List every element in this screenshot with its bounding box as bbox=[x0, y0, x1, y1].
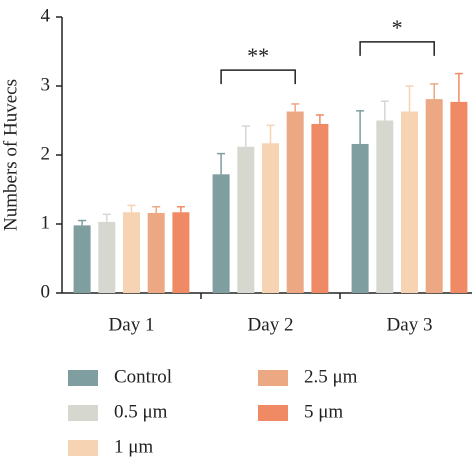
bar bbox=[425, 99, 443, 293]
legend-swatch bbox=[68, 440, 98, 456]
x-tick-label: Day 1 bbox=[109, 314, 155, 335]
legend-label: 5 μm bbox=[304, 401, 343, 422]
bar bbox=[172, 212, 190, 293]
significance-bracket bbox=[220, 69, 296, 85]
significance-label: * bbox=[392, 15, 403, 40]
bar bbox=[73, 225, 91, 293]
y-tick-label: 4 bbox=[41, 5, 51, 26]
bar bbox=[147, 212, 165, 293]
bar bbox=[311, 123, 329, 293]
x-tick-label: Day 3 bbox=[387, 314, 433, 335]
y-tick-label: 1 bbox=[41, 212, 51, 233]
bar bbox=[212, 174, 230, 293]
bar bbox=[237, 146, 255, 293]
y-axis-label: Numbers of Huvecs bbox=[0, 79, 21, 231]
legend-label: 2.5 μm bbox=[304, 366, 358, 387]
bar bbox=[262, 143, 279, 293]
bar bbox=[450, 101, 468, 294]
legend-label: 1 μm bbox=[114, 436, 153, 457]
legend-swatch bbox=[68, 370, 98, 386]
legend-swatch bbox=[68, 405, 98, 421]
y-tick-label: 3 bbox=[41, 74, 51, 95]
bar bbox=[401, 111, 418, 293]
significance-label: ** bbox=[247, 43, 269, 68]
bar bbox=[351, 143, 369, 293]
bar bbox=[286, 111, 304, 293]
bar bbox=[98, 221, 116, 293]
y-tick-label: 2 bbox=[41, 143, 51, 164]
bar bbox=[123, 212, 140, 293]
legend-swatch bbox=[258, 370, 288, 386]
legend-swatch bbox=[258, 405, 288, 421]
legend-label: 0.5 μm bbox=[114, 401, 168, 422]
significance-bracket bbox=[359, 41, 435, 56]
legend-label: Control bbox=[114, 366, 172, 387]
x-tick-label: Day 2 bbox=[248, 314, 294, 335]
y-tick-label: 0 bbox=[41, 281, 51, 302]
bar bbox=[376, 120, 394, 293]
